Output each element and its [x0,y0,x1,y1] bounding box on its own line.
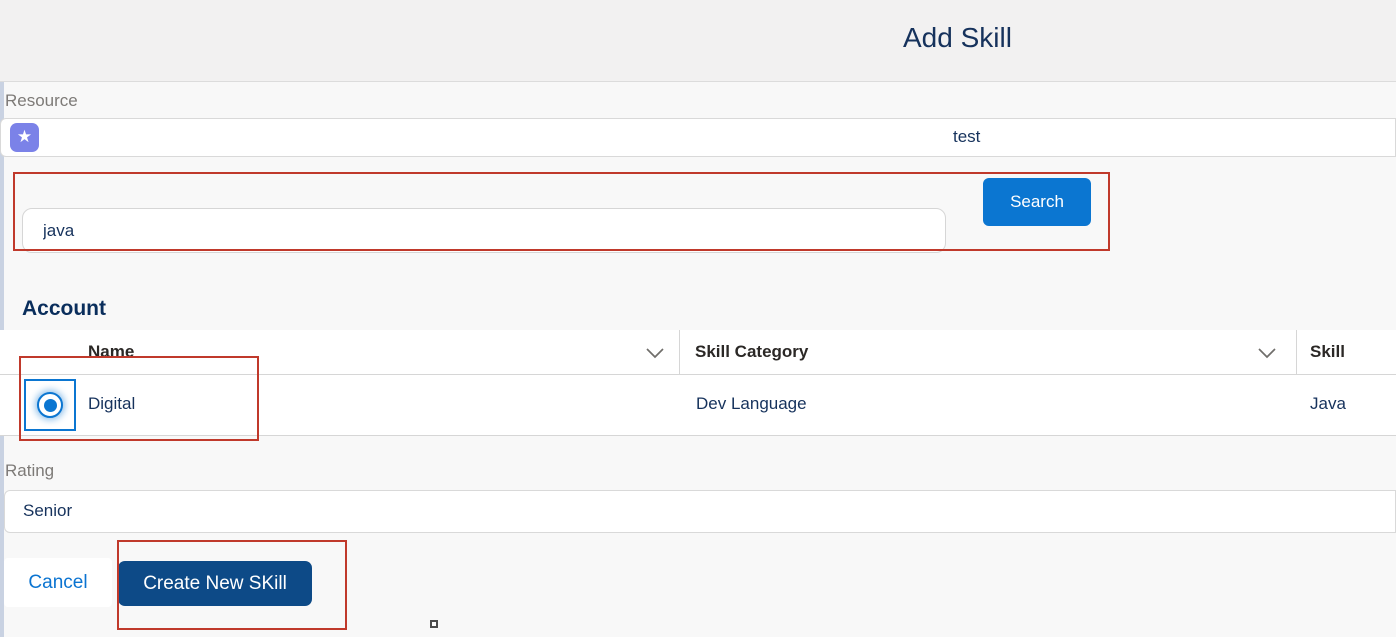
search-button[interactable]: Search [983,178,1091,226]
account-heading: Account [22,297,106,320]
column-divider [1296,330,1297,375]
radio-selected-dot [43,398,57,412]
star-glyph: ★ [16,127,33,146]
cursor-square-artifact [430,620,438,628]
column-divider [679,330,680,375]
resource-label: Resource [5,91,78,110]
column-header-skill[interactable]: Skill [1310,342,1345,361]
left-edge-strip [0,0,4,637]
resource-field[interactable]: ★ test [0,118,1396,157]
column-header-name[interactable]: Name [88,342,135,361]
cell-skill: Java [1310,394,1346,413]
cell-skill-category: Dev Language [696,394,807,413]
star-icon: ★ [10,123,39,152]
cell-name: Digital [88,394,136,413]
radio-ring [37,392,63,418]
page-title: Add Skill [903,22,1012,53]
table-header: Name Skill Category Skill [0,330,1396,375]
rating-label: Rating [5,461,55,480]
column-header-skill-category[interactable]: Skill Category [695,342,809,361]
chevron-down-icon[interactable] [1257,346,1277,359]
chevron-down-icon[interactable] [645,346,665,359]
row-select-radio[interactable] [24,379,76,431]
rating-field[interactable]: Senior [4,490,1396,533]
table-row[interactable]: Digital Dev Language Java [0,375,1396,436]
resource-value: test [953,127,981,146]
rating-value: Senior [23,501,73,520]
modal-header: Add Skill [0,0,1396,82]
cancel-button[interactable]: Cancel [4,558,112,607]
search-input[interactable] [22,208,946,253]
create-new-skill-button[interactable]: Create New SKill [118,561,312,606]
